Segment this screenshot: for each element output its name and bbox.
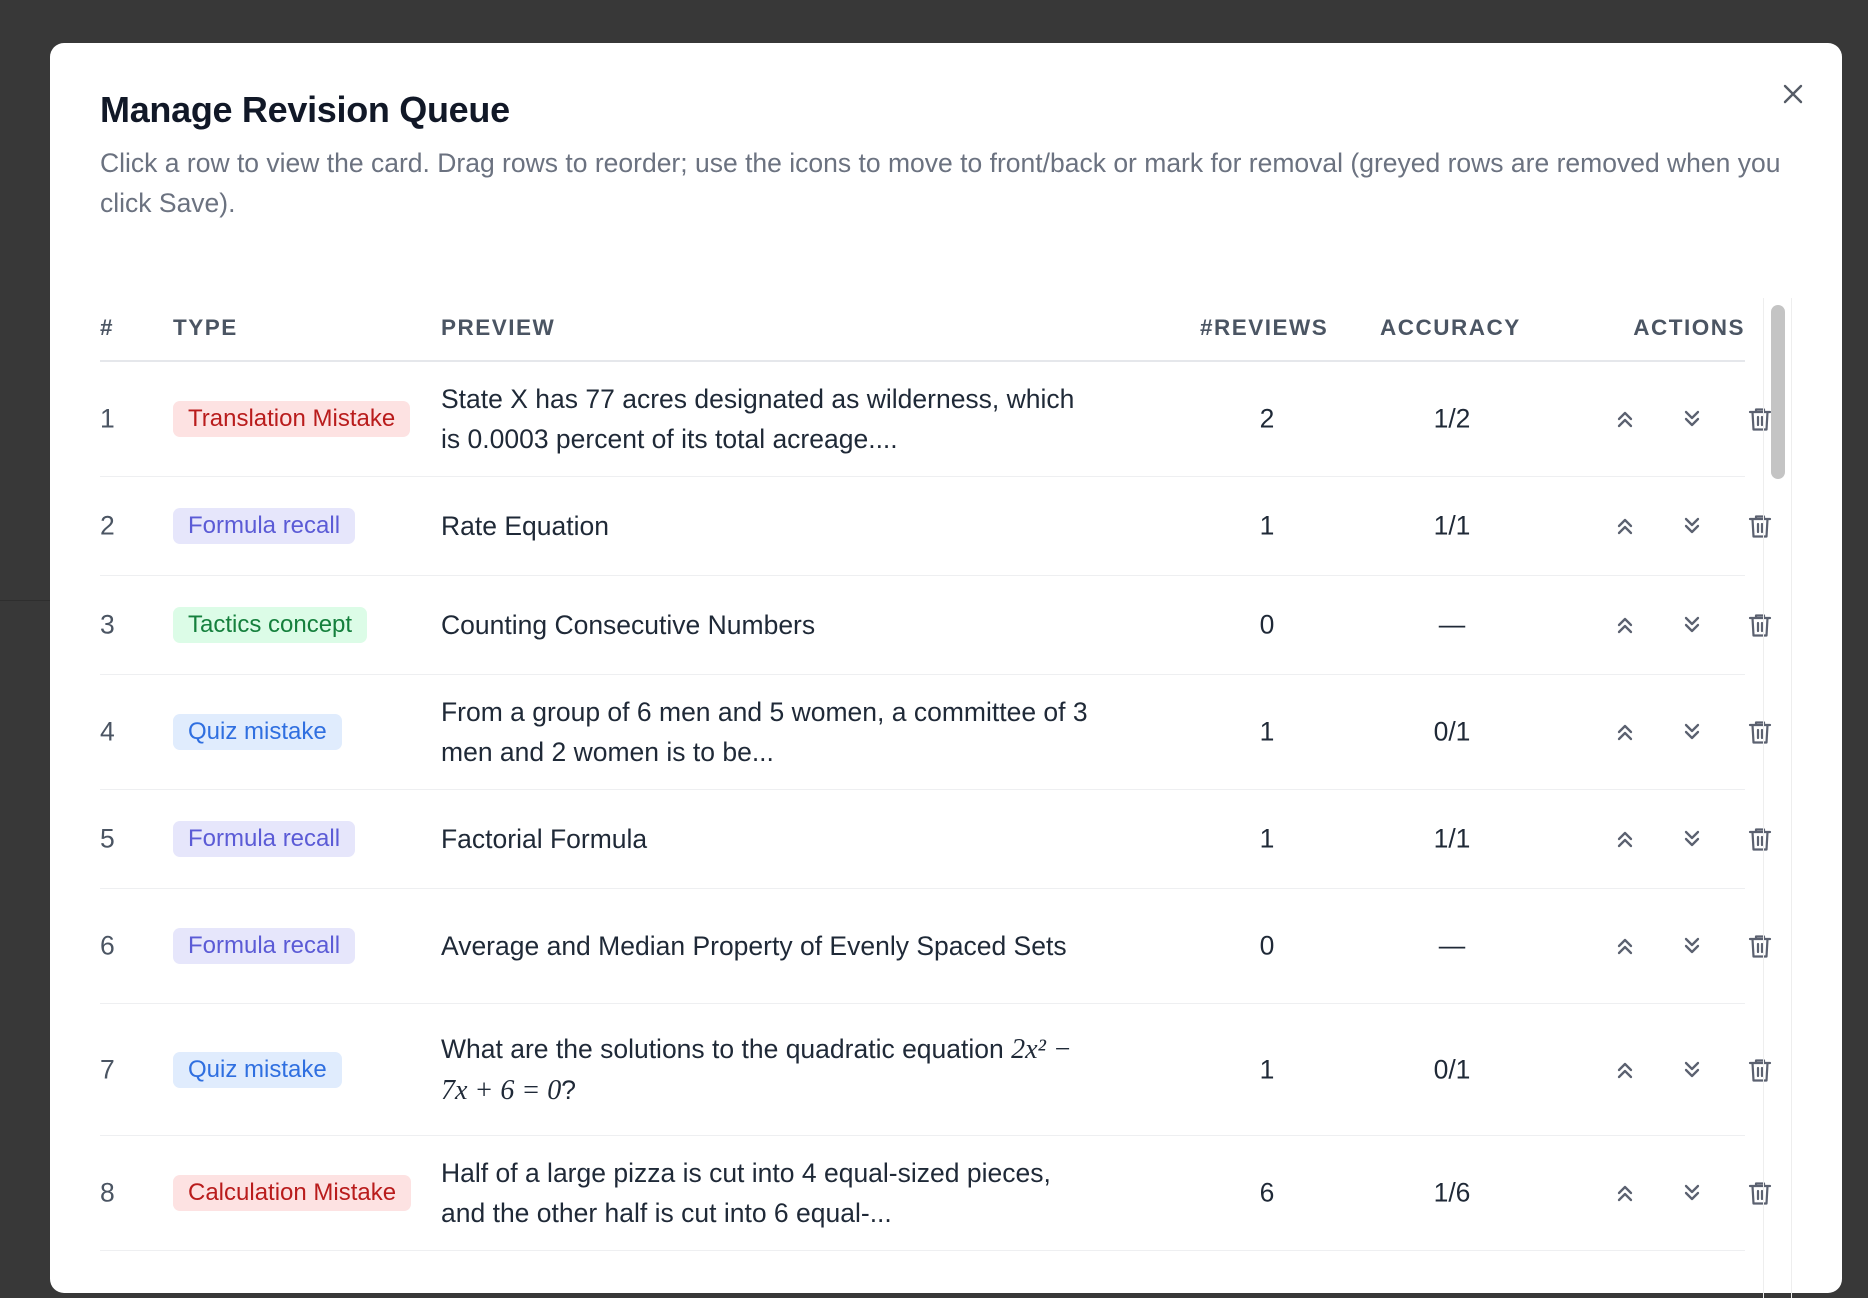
- row-number: 8: [100, 1177, 115, 1208]
- type-badge: Quiz mistake: [173, 1051, 342, 1088]
- move-to-back-button[interactable]: [1677, 1178, 1707, 1208]
- type-badge: Tactics concept: [173, 607, 368, 643]
- move-to-front-icon: [1610, 830, 1640, 860]
- backdrop-divider: [0, 600, 60, 601]
- move-to-front-icon: [1610, 1061, 1640, 1091]
- table-row[interactable]: 2 Formula recall Rate Equation 1 1/1: [100, 477, 1772, 576]
- scrollbar-track[interactable]: [1763, 298, 1792, 1298]
- table-row[interactable]: 8 Calculation Mistake Half of a large pi…: [100, 1136, 1772, 1251]
- move-to-front-button[interactable]: [1610, 1055, 1640, 1085]
- close-icon: [1783, 84, 1803, 104]
- move-to-back-button[interactable]: [1677, 1055, 1707, 1085]
- header-reviews: #REVIEWS: [1200, 315, 1329, 340]
- move-to-front-icon: [1610, 1184, 1640, 1214]
- remove-button[interactable]: [1745, 1178, 1775, 1208]
- move-to-back-button[interactable]: [1677, 931, 1707, 961]
- move-to-back-icon: [1677, 616, 1707, 646]
- trash-icon: [1745, 515, 1775, 547]
- remove-button[interactable]: [1745, 1055, 1775, 1085]
- table-row[interactable]: 5 Formula recall Factorial Formula 1 1/1: [100, 790, 1772, 889]
- remove-button[interactable]: [1745, 717, 1775, 747]
- row-number: 3: [100, 609, 115, 640]
- remove-button[interactable]: [1745, 404, 1775, 434]
- trash-icon: [1745, 614, 1775, 646]
- trash-icon: [1745, 721, 1775, 753]
- dialog-title: Manage Revision Queue: [100, 89, 510, 130]
- row-number: 6: [100, 930, 115, 961]
- card-preview: Counting Consecutive Numbers: [441, 610, 816, 640]
- trash-icon: [1745, 1182, 1775, 1214]
- card-preview: Rate Equation: [441, 511, 609, 541]
- card-preview: Half of a large pizza is cut into 4 equa…: [441, 1158, 1051, 1228]
- dialog-subtitle: Click a row to view the card. Drag rows …: [100, 148, 1781, 218]
- row-number: 2: [100, 510, 115, 541]
- move-to-back-icon: [1677, 937, 1707, 967]
- table-row[interactable]: 1 Translation Mistake State X has 77 acr…: [100, 362, 1772, 477]
- card-preview: What are the solutions to the quadratic …: [441, 1033, 1072, 1106]
- move-to-front-icon: [1610, 937, 1640, 967]
- card-preview: Factorial Formula: [441, 824, 648, 854]
- move-to-back-icon: [1677, 1061, 1707, 1091]
- row-number: 5: [100, 823, 115, 854]
- card-preview: From a group of 6 men and 5 women, a com…: [441, 697, 1088, 767]
- move-to-front-icon: [1610, 616, 1640, 646]
- move-to-front-button[interactable]: [1610, 717, 1640, 747]
- move-to-front-button[interactable]: [1610, 931, 1640, 961]
- type-badge: Formula recall: [173, 508, 356, 544]
- move-to-back-button[interactable]: [1677, 404, 1707, 434]
- remove-button[interactable]: [1745, 824, 1775, 854]
- trash-icon: [1745, 828, 1775, 860]
- type-badge: Calculation Mistake: [173, 1175, 412, 1211]
- type-badge: Formula recall: [173, 821, 356, 857]
- type-badge: Translation Mistake: [173, 401, 411, 437]
- table-row[interactable]: 4 Quiz mistake From a group of 6 men and…: [100, 675, 1772, 790]
- remove-button[interactable]: [1745, 610, 1775, 640]
- move-to-front-icon: [1610, 517, 1640, 547]
- card-preview: Average and Median Property of Evenly Sp…: [441, 931, 1067, 961]
- header-actions: ACTIONS: [1633, 315, 1745, 340]
- card-preview: State X has 77 acres designated as wilde…: [441, 384, 1075, 454]
- table-row[interactable]: 7 Quiz mistake What are the solutions to…: [100, 1004, 1772, 1136]
- revision-queue-table: # TYPE PREVIEW #REVIEWS ACCURACY ACTIONS…: [100, 298, 1772, 1251]
- header-type: TYPE: [173, 315, 238, 340]
- move-to-back-icon: [1677, 723, 1707, 753]
- type-badge: Formula recall: [173, 928, 356, 964]
- move-to-front-button[interactable]: [1610, 1178, 1640, 1208]
- move-to-front-button[interactable]: [1610, 511, 1640, 541]
- math-expression: 2x² − 7x + 6 = 0: [441, 1033, 1072, 1106]
- trash-icon: [1745, 935, 1775, 967]
- move-to-back-button[interactable]: [1677, 511, 1707, 541]
- move-to-back-icon: [1677, 410, 1707, 440]
- table-header: # TYPE PREVIEW #REVIEWS ACCURACY ACTIONS: [100, 298, 1745, 362]
- move-to-front-button[interactable]: [1610, 824, 1640, 854]
- trash-icon: [1745, 1058, 1775, 1091]
- remove-button[interactable]: [1745, 931, 1775, 961]
- close-button[interactable]: [1778, 79, 1808, 109]
- trash-icon: [1745, 408, 1775, 440]
- table-row[interactable]: 3 Tactics concept Counting Consecutive N…: [100, 576, 1772, 675]
- move-to-back-icon: [1677, 517, 1707, 547]
- remove-button[interactable]: [1745, 511, 1775, 541]
- move-to-front-button[interactable]: [1610, 404, 1640, 434]
- header-preview: PREVIEW: [441, 315, 556, 340]
- move-to-front-icon: [1610, 723, 1640, 753]
- move-to-front-icon: [1610, 410, 1640, 440]
- scrollbar-thumb[interactable]: [1771, 305, 1785, 479]
- manage-revision-queue-dialog: Manage Revision Queue Click a row to vie…: [50, 43, 1842, 1298]
- row-number: 7: [100, 1054, 115, 1084]
- move-to-back-icon: [1677, 830, 1707, 860]
- type-badge: Quiz mistake: [173, 714, 342, 750]
- move-to-back-icon: [1677, 1184, 1707, 1214]
- row-number: 1: [100, 403, 115, 434]
- move-to-back-button[interactable]: [1677, 610, 1707, 640]
- row-number: 4: [100, 716, 115, 747]
- header-accuracy: ACCURACY: [1380, 315, 1521, 340]
- move-to-front-button[interactable]: [1610, 610, 1640, 640]
- move-to-back-button[interactable]: [1677, 717, 1707, 747]
- header-num: #: [100, 315, 115, 340]
- table-row[interactable]: 6 Formula recall Average and Median Prop…: [100, 889, 1772, 1004]
- move-to-back-button[interactable]: [1677, 824, 1707, 854]
